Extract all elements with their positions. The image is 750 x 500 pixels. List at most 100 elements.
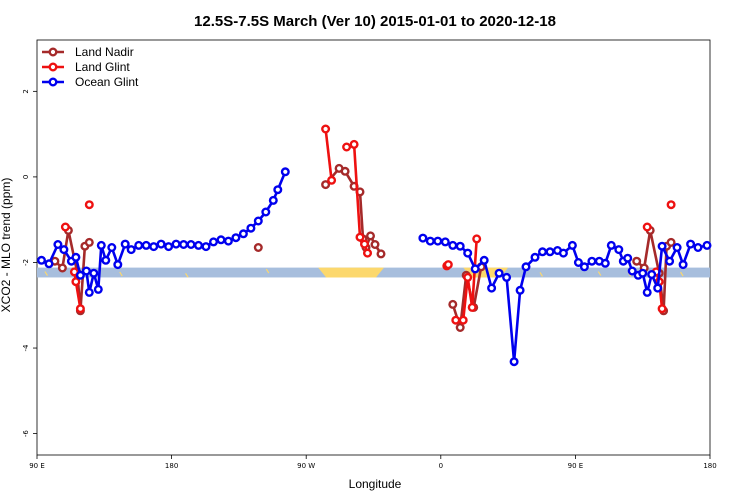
data-point-2-0-17	[134, 240, 144, 250]
band-tick-8	[539, 272, 544, 277]
data-point-1-4-0	[342, 142, 352, 152]
y-tick-label-3: -4	[22, 344, 30, 352]
data-point-2-0-15	[120, 239, 130, 249]
data-point-2-1-8	[479, 255, 489, 265]
x-tick-label-2: 90 W	[297, 462, 315, 470]
data-point-2-0-14	[113, 260, 123, 270]
x-axis-title: Longitude	[349, 477, 402, 491]
band-highlight-0	[318, 267, 384, 278]
data-point-1-6-1	[458, 315, 468, 325]
data-point-2-1-40	[686, 239, 696, 249]
data-point-0-2-7	[366, 231, 376, 241]
data-point-1-9-0	[666, 200, 676, 210]
band-tick-5	[265, 268, 270, 274]
y-tick-label-1: 0	[22, 175, 30, 179]
data-point-2-1-3	[440, 237, 450, 247]
band-tick-0	[44, 271, 48, 276]
data-point-2-0-34	[261, 207, 271, 217]
data-point-2-0-33	[253, 216, 263, 226]
data-point-2-0-23	[179, 239, 189, 249]
data-point-2-0-19	[149, 242, 159, 252]
data-point-2-0-37	[280, 167, 290, 177]
data-point-2-1-0	[418, 233, 428, 243]
data-point-2-0-9	[89, 268, 99, 278]
data-point-2-1-21	[573, 258, 583, 268]
legend-marker-0	[48, 47, 58, 57]
data-point-2-0-35	[268, 195, 278, 205]
data-point-2-1-7	[470, 264, 480, 274]
series-line-1-3	[324, 128, 333, 181]
data-point-0-2-0	[321, 180, 331, 190]
data-point-1-5-1	[443, 260, 453, 270]
data-point-2-1-4	[448, 240, 458, 250]
data-point-2-1-33	[642, 287, 652, 297]
y-tick-label-4: -6	[22, 430, 30, 438]
data-point-0-2-2	[340, 166, 350, 176]
data-point-0-4-6	[666, 237, 676, 247]
data-point-2-0-28	[216, 235, 226, 245]
data-point-1-4-3	[360, 239, 370, 249]
data-point-1-6-0	[451, 315, 461, 325]
x-tick-label-1: 180	[165, 462, 178, 470]
data-point-2-1-11	[502, 272, 512, 282]
data-point-2-0-8	[84, 287, 94, 297]
band-tick-3	[119, 271, 123, 277]
data-point-0-3-1	[455, 323, 465, 333]
data-point-2-1-35	[653, 283, 663, 293]
data-point-2-1-19	[558, 248, 568, 258]
data-point-2-1-32	[638, 268, 648, 278]
data-point-2-0-7	[81, 266, 91, 276]
data-point-0-4-0	[632, 256, 642, 266]
data-point-2-1-29	[623, 253, 633, 263]
data-point-2-1-25	[600, 258, 610, 268]
data-point-1-3-0	[321, 124, 331, 134]
legend-marker-1	[48, 62, 58, 72]
data-point-2-0-12	[101, 255, 111, 265]
data-point-2-0-25	[193, 240, 203, 250]
data-point-2-1-17	[545, 247, 555, 257]
data-point-1-0-0	[60, 222, 70, 232]
data-point-0-0-1	[57, 263, 67, 273]
data-point-2-1-37	[665, 256, 675, 266]
data-point-2-0-5	[71, 252, 81, 262]
data-point-2-0-20	[156, 239, 166, 249]
data-point-1-6-3	[467, 302, 477, 312]
data-point-2-0-30	[231, 233, 241, 243]
data-point-2-1-2	[433, 236, 443, 246]
data-point-2-0-24	[186, 239, 196, 249]
data-point-2-0-29	[223, 236, 233, 246]
legend-label-1: Land Glint	[75, 60, 130, 74]
data-point-1-4-2	[355, 232, 365, 242]
data-point-2-1-38	[672, 242, 682, 252]
data-point-1-3-1	[327, 175, 337, 185]
data-point-1-4-1	[349, 139, 359, 149]
data-point-1-6-2	[463, 272, 473, 282]
data-point-2-1-9	[487, 283, 497, 293]
legend-marker-2	[48, 77, 58, 87]
data-point-1-1-2	[75, 304, 85, 314]
data-point-2-0-13	[107, 242, 117, 252]
data-point-1-2-0	[84, 200, 94, 210]
data-point-2-1-5	[455, 241, 465, 251]
data-point-2-0-2	[53, 239, 63, 249]
data-point-2-1-1	[425, 236, 435, 246]
data-point-0-2-8	[370, 239, 380, 249]
data-point-2-0-32	[246, 223, 256, 233]
data-point-2-1-6	[463, 248, 473, 258]
x-tick-label-0: 90 E	[29, 462, 45, 470]
data-point-2-1-20	[567, 240, 577, 250]
data-point-2-1-10	[494, 268, 504, 278]
data-point-2-1-30	[627, 266, 637, 276]
band-tick-9	[597, 271, 602, 276]
data-point-2-0-11	[96, 240, 106, 250]
series-land-nadir	[50, 163, 676, 333]
y-tick-label-0: 2	[22, 89, 30, 93]
data-point-2-1-16	[538, 247, 548, 257]
data-point-2-0-36	[273, 185, 283, 195]
data-point-2-0-22	[171, 239, 181, 249]
data-point-2-0-3	[59, 245, 69, 255]
data-point-1-1-1	[71, 277, 81, 287]
data-point-0-1-0	[253, 242, 263, 252]
data-point-0-0-6	[84, 237, 94, 247]
data-point-2-0-10	[93, 284, 103, 294]
